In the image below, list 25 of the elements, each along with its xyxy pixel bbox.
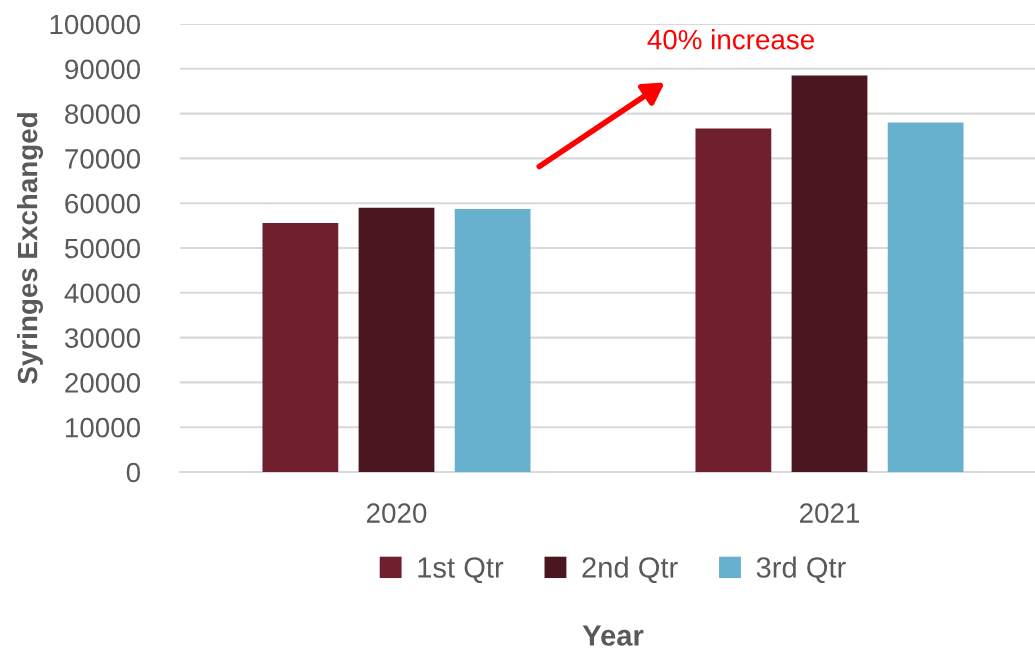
- x-tick-label: 2021: [800, 503, 860, 523]
- annotation: 40% increase: [647, 29, 814, 50]
- legend-label: 2nd Qtr: [582, 556, 678, 584]
- bar: [454, 209, 531, 472]
- y-tick-label: 60000: [65, 193, 141, 214]
- y-tick-label: 20000: [65, 373, 141, 393]
- y-tick-label: 70000: [65, 149, 141, 169]
- y-tick-label: 30000: [64, 328, 141, 348]
- y-tick-label: 0: [126, 462, 141, 483]
- y-tick-label: 80000: [65, 104, 141, 124]
- legend-label: 3rd Qtr: [756, 556, 846, 584]
- y-tick-label: 40000: [64, 283, 141, 304]
- legend-label: 1st Qtr: [418, 557, 504, 584]
- bar: [358, 207, 435, 472]
- x-tick-label: 2020: [367, 503, 427, 523]
- bar: [791, 75, 868, 472]
- y-tick-label: 50000: [64, 238, 141, 259]
- y-tick-label: 90000: [65, 59, 141, 80]
- y-tick-label: 10000: [65, 417, 141, 438]
- bar: [887, 122, 964, 472]
- x-axis-title: Year: [582, 625, 644, 646]
- bar: [262, 222, 339, 472]
- y-axis-title: Syringes Exchanged: [16, 113, 44, 384]
- bar: [695, 128, 772, 472]
- y-tick-label: 100000: [50, 14, 141, 35]
